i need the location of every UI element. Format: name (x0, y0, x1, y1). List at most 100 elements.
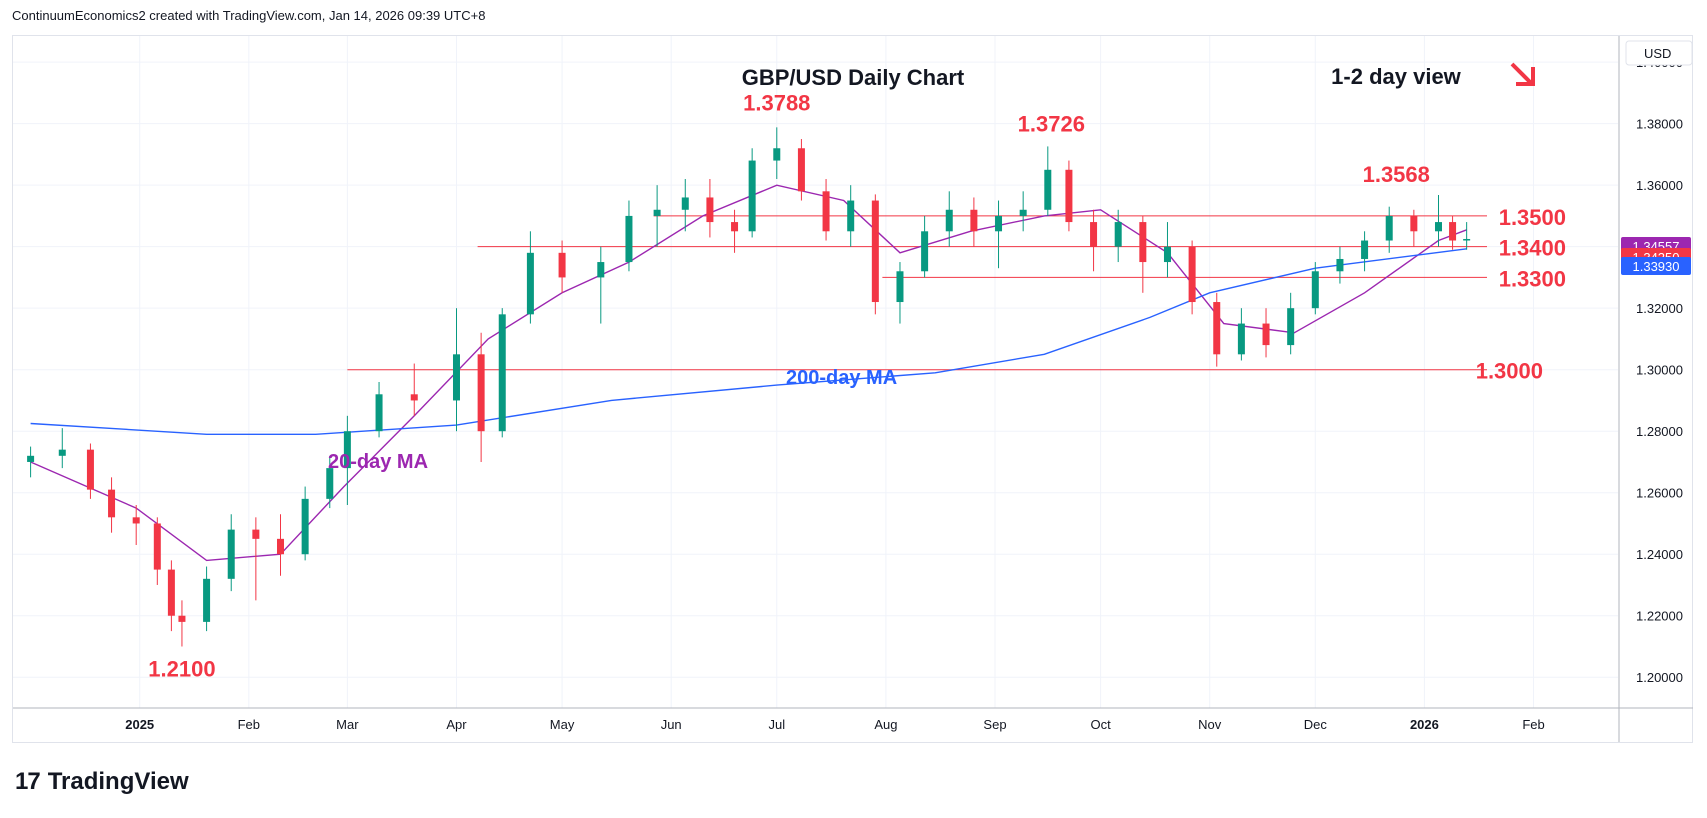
candle-body (167, 569, 175, 616)
y-tick-label: 1.36000 (1636, 178, 1683, 193)
candle-body (86, 449, 94, 490)
candle-body (653, 209, 661, 216)
candle-body (558, 252, 566, 278)
candle-body (1262, 323, 1270, 346)
x-tick-label: Jul (768, 717, 785, 732)
currency-label: USD (1644, 46, 1671, 61)
x-tick-label: May (550, 717, 575, 732)
candle-body (410, 394, 418, 401)
candle-body (203, 578, 211, 622)
candle-body (1410, 215, 1418, 232)
price-annotation: 1.3568 (1363, 162, 1430, 187)
candle-body (326, 468, 334, 499)
tradingview-logo-icon[interactable]: 17 (15, 768, 41, 795)
tradingview-brand[interactable]: TradingView (47, 768, 189, 795)
candle-body (301, 498, 309, 555)
footer: 17 TradingView (15, 768, 189, 796)
candle-body (706, 197, 714, 223)
candle-body (1163, 246, 1171, 263)
candle-body (1311, 271, 1319, 309)
candle-body (1090, 222, 1098, 247)
y-tick-label: 1.38000 (1636, 117, 1683, 132)
ma200-label: 200-day MA (786, 367, 897, 389)
x-tick-label: Feb (238, 717, 260, 732)
candle-body (108, 489, 116, 518)
level-label: 1.3400 (1499, 236, 1566, 261)
level-label: 1.3000 (1476, 359, 1543, 384)
chart-creator-info: ContinuumEconomics2 created with Trading… (12, 8, 486, 23)
candle-body (1213, 302, 1221, 355)
candle-body (178, 615, 186, 622)
y-tick-label: 1.24000 (1636, 547, 1683, 562)
candle-body (375, 394, 383, 432)
level-label: 1.3300 (1499, 266, 1566, 291)
candle-body (1449, 222, 1457, 241)
x-tick-label: Aug (874, 717, 897, 732)
candle-body (773, 148, 781, 161)
candle-body (1044, 169, 1052, 210)
ma-line (30, 248, 1467, 435)
chart-title: GBP/USD Daily Chart (742, 65, 965, 90)
view-label: 1-2 day view (1331, 64, 1462, 89)
ma-line (30, 184, 1467, 562)
chart-frame (12, 35, 1693, 743)
y-tick-label: 1.20000 (1636, 670, 1683, 685)
y-tick-label: 1.30000 (1636, 363, 1683, 378)
candle-body (477, 354, 485, 432)
candle-body (526, 252, 534, 315)
x-tick-label: Nov (1198, 717, 1222, 732)
candle-body (625, 215, 633, 263)
candle-body (252, 529, 260, 539)
down-right-arrow-icon (1516, 67, 1535, 86)
x-tick-label: Oct (1090, 717, 1111, 732)
y-tick-label: 1.22000 (1636, 609, 1683, 624)
level-label: 1.3500 (1499, 205, 1566, 230)
y-tick-label: 1.26000 (1636, 486, 1683, 501)
candle-body (1434, 222, 1442, 232)
x-tick-label: 2025 (125, 717, 154, 732)
ma20-label: 20-day MA (328, 451, 428, 473)
candle-body (995, 215, 1003, 232)
candle-body (153, 523, 161, 570)
candle-body (1139, 222, 1147, 263)
price-annotation: 1.3726 (1018, 111, 1085, 136)
candle-body (681, 197, 689, 210)
candle-body (1361, 240, 1369, 259)
candle-body (1019, 209, 1027, 216)
candle-body (1336, 258, 1344, 272)
x-tick-label: Sep (983, 717, 1006, 732)
currency-box (1625, 40, 1693, 66)
candle-body (822, 191, 830, 232)
price-badge-label: 1.33930 (1633, 259, 1680, 274)
candle-body (847, 200, 855, 232)
candle-body (748, 160, 756, 232)
y-tick-label: 1.28000 (1636, 424, 1683, 439)
candle-body (797, 148, 805, 192)
price-badge (1621, 257, 1691, 275)
x-tick-label: 2026 (1410, 717, 1439, 732)
candle-body (277, 538, 284, 555)
candle-body (970, 209, 978, 232)
price-annotation: 1.2100 (148, 656, 215, 681)
x-tick-label: Mar (336, 717, 359, 732)
candle-body (945, 209, 953, 232)
candle-body (1065, 169, 1073, 223)
candle-body (452, 354, 460, 401)
candle-body (597, 262, 605, 278)
candle-body (1463, 238, 1471, 241)
candle-body (1287, 308, 1295, 346)
candle-body (1237, 323, 1245, 355)
candle-body (132, 517, 140, 524)
x-tick-label: Dec (1304, 717, 1328, 732)
x-tick-label: Feb (1522, 717, 1544, 732)
candle-body (921, 231, 929, 272)
candle-body (1188, 246, 1196, 303)
candle-body (343, 431, 351, 469)
candle-body (731, 222, 739, 232)
candle-body (896, 271, 904, 303)
candle-body (871, 200, 879, 303)
candle-body (58, 449, 66, 456)
price-annotation: 1.3788 (743, 90, 810, 115)
candle-body (498, 314, 506, 432)
